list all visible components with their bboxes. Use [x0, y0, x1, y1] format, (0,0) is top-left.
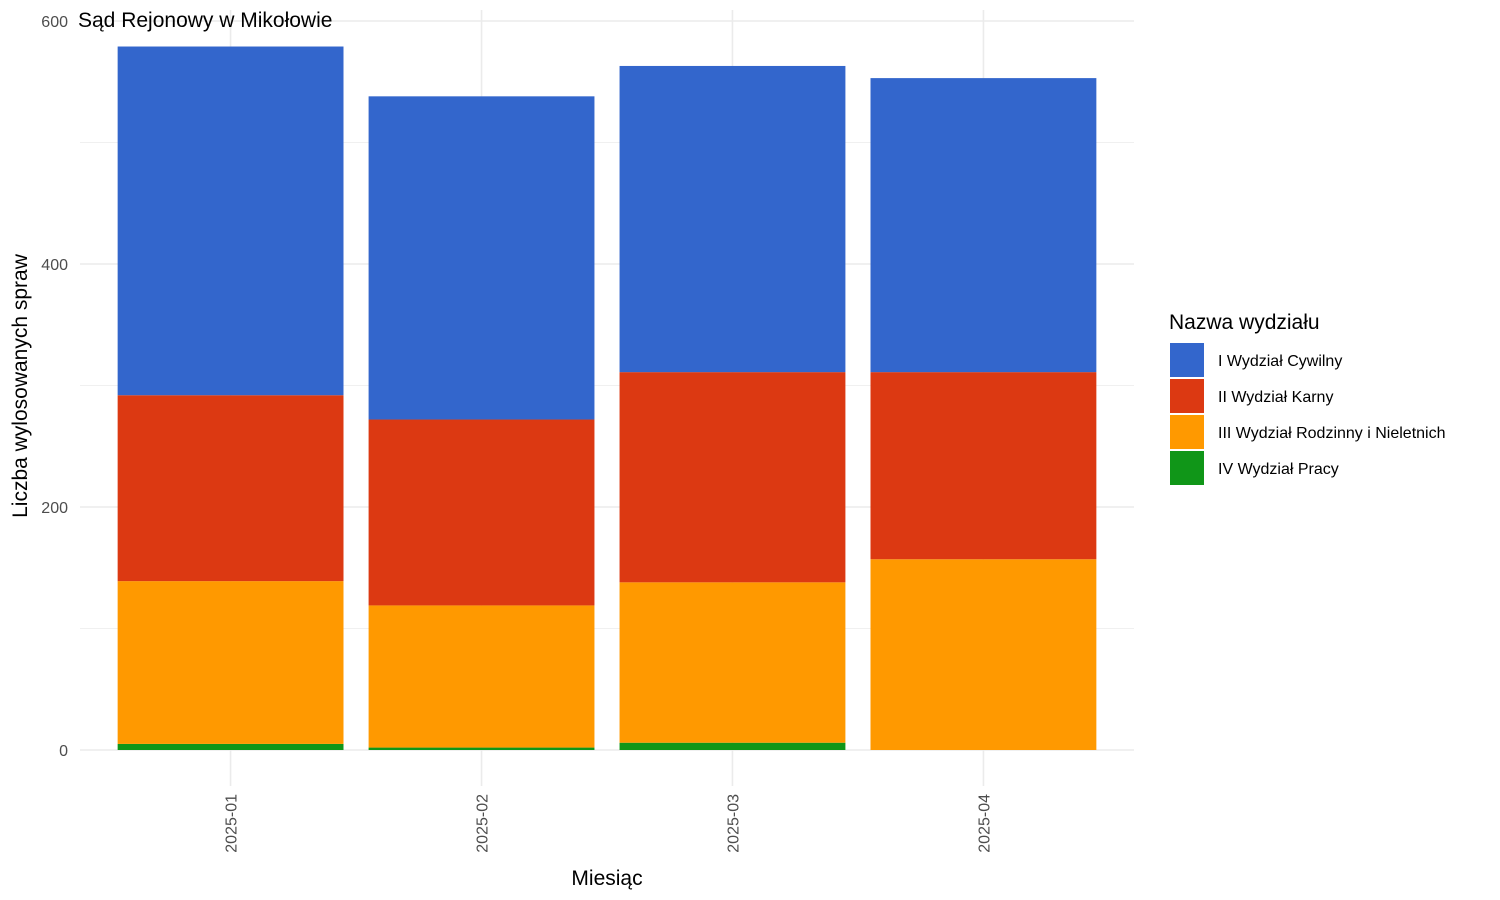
y-tick-label: 400	[41, 257, 68, 274]
legend-label: III Wydział Rodzinny i Nieletnich	[1218, 425, 1446, 442]
legend-title: Nazwa wydziału	[1169, 311, 1320, 334]
bar-segment	[619, 65, 846, 373]
x-tick-label: 2025-02	[475, 794, 492, 853]
bar-segment	[619, 582, 846, 743]
bar-segment	[117, 395, 344, 582]
bar-segment	[368, 747, 595, 750]
legend-label: IV Wydział Pracy	[1218, 461, 1339, 478]
bar-segment	[870, 559, 1097, 750]
bar-segment	[117, 581, 344, 744]
legend-swatch	[1170, 343, 1204, 377]
bar-segment	[368, 419, 595, 606]
bars-layer	[117, 46, 1097, 750]
bar-segment	[368, 96, 595, 420]
bar-segment	[870, 78, 1097, 373]
x-tick-label: 2025-04	[976, 794, 993, 853]
y-tick-label: 200	[41, 500, 68, 517]
legend-swatch	[1170, 379, 1204, 413]
y-tick-label: 0	[59, 743, 68, 760]
y-axis-title: Liczba wylosowanych spraw	[9, 253, 32, 518]
bar-segment	[870, 372, 1097, 560]
legend-label: I Wydział Cywilny	[1218, 353, 1342, 370]
legend-swatch	[1170, 451, 1204, 485]
legend-label: II Wydział Karny	[1218, 389, 1333, 406]
axis-layer: 0 200 400 600 2025-01 2025-02 2025-03 2025-04	[41, 14, 993, 853]
x-axis-title: Miesiąc	[571, 867, 642, 890]
chart-title: Sąd Rejonowy w Mikołowie	[78, 9, 332, 32]
bar-segment	[117, 46, 344, 396]
legend: Nazwa wydziału I Wydział Cywilny II Wydzi…	[1169, 311, 1446, 485]
y-tick-label: 600	[41, 14, 68, 31]
bar-segment	[368, 605, 595, 748]
bar-segment	[117, 743, 344, 750]
legend-swatch	[1170, 415, 1204, 449]
bar-segment	[619, 742, 846, 750]
x-tick-label: 2025-03	[725, 794, 742, 853]
x-tick-label: 2025-01	[224, 794, 241, 853]
bar-segment	[619, 372, 846, 583]
